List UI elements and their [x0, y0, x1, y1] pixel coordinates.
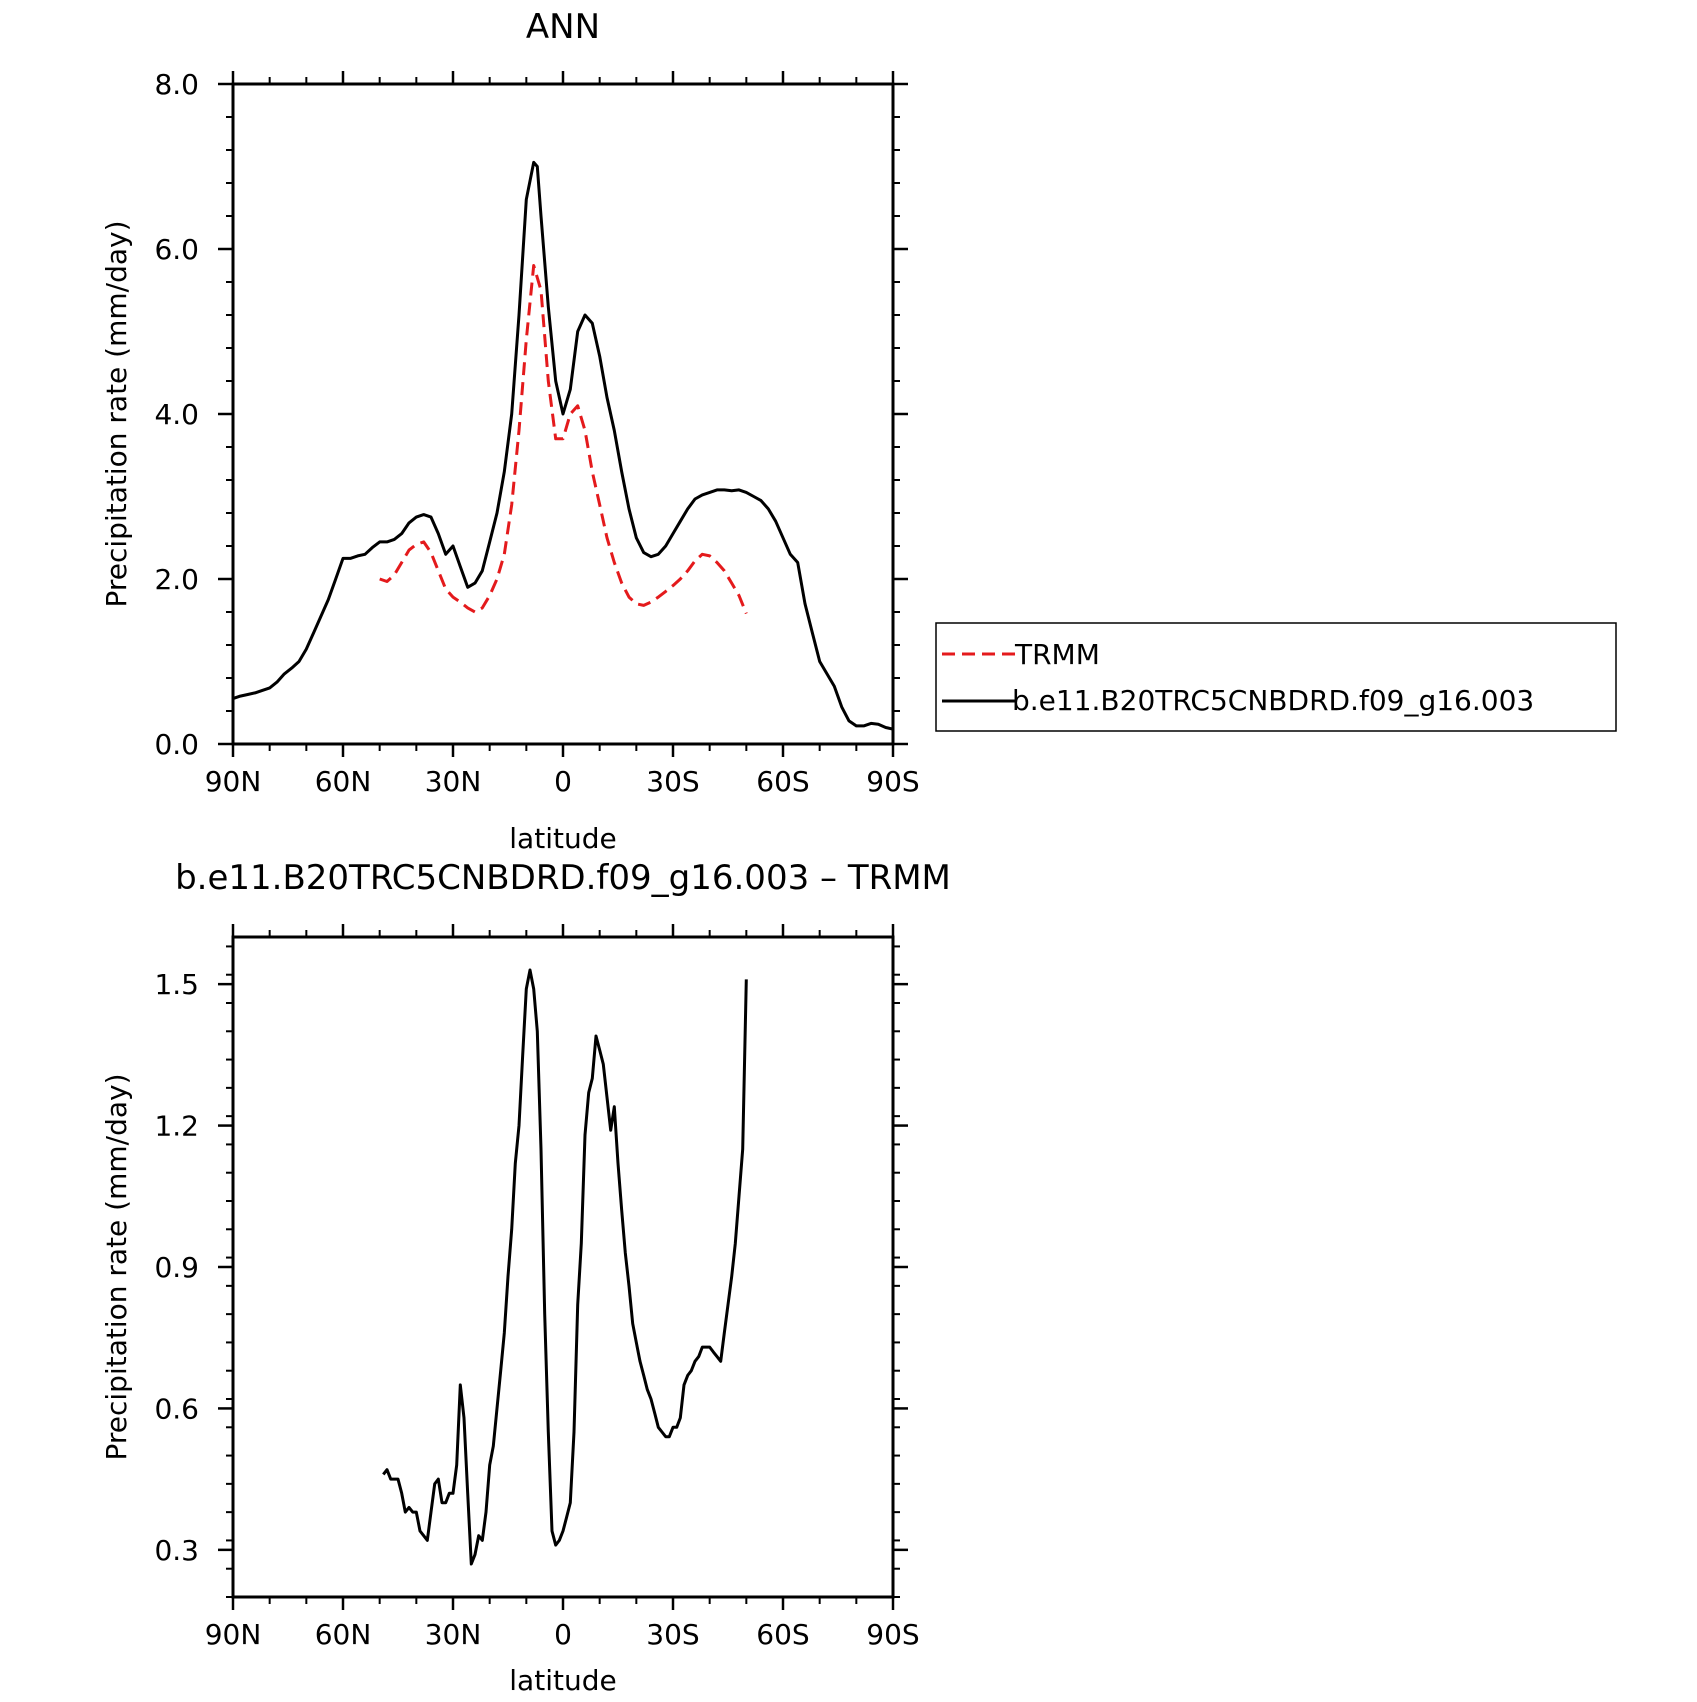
axis-ticks — [218, 924, 908, 1610]
y-axis-label: Precipitation rate (mm/day) — [100, 220, 133, 607]
x-tick-label: 0 — [554, 765, 572, 798]
legend-box — [935, 622, 1617, 732]
panel-bottom: b.e11.B20TRC5CNBDRD.f09_g16.003 – TRMM 9… — [100, 858, 951, 1697]
y-tick-label: 8.0 — [154, 68, 199, 101]
axis-ticks — [218, 71, 908, 757]
x-tick-label: 90S — [866, 1618, 919, 1651]
y-tick-labels: 0.3 0.6 0.9 1.2 1.5 — [154, 968, 199, 1567]
panel-top: ANN 90N 60N 30N 0 30S 60S 90S 0.02.04.06.08.0 … — [100, 7, 1617, 855]
y-tick-label: 0.3 — [154, 1534, 199, 1567]
x-tick-labels: 90N 60N 30N 0 30S 60S 90S — [205, 765, 920, 798]
x-tick-label: 30S — [646, 1618, 699, 1651]
y-tick-label: 6.0 — [154, 233, 199, 266]
y-tick-label: 2.0 — [154, 563, 199, 596]
series-line-difference — [382, 968, 748, 1566]
y-tick-label: 4.0 — [154, 398, 199, 431]
x-tick-label: 0 — [554, 1618, 572, 1651]
x-tick-label: 60S — [756, 1618, 809, 1651]
series-line-trmm — [379, 264, 748, 615]
x-tick-label: 90N — [205, 765, 262, 798]
x-tick-labels: 90N 60N 30N 0 30S 60S 90S — [205, 1618, 920, 1651]
x-tick-label: 30N — [425, 765, 482, 798]
legend-label-model: b.e11.B20TRC5CNBDRD.f09_g16.003 — [1012, 684, 1534, 717]
x-tick-label: 60N — [315, 1618, 372, 1651]
panel-title: ANN — [526, 7, 600, 47]
y-tick-labels: 0.0 2.0 4.0 6.0 8.0 — [154, 68, 199, 761]
y-tick-label: 0.6 — [154, 1392, 199, 1425]
series-lines — [382, 968, 748, 1566]
x-axis-label: latitude — [509, 822, 616, 855]
x-tick-label: 90N — [205, 1618, 262, 1651]
plot-frame — [231, 935, 895, 1599]
y-tick-label: 1.2 — [154, 1110, 199, 1143]
y-tick-label: 1.5 — [154, 968, 199, 1001]
x-tick-label: 90S — [866, 765, 919, 798]
x-tick-label: 30S — [646, 765, 699, 798]
x-tick-label: 30N — [425, 1618, 482, 1651]
y-tick-label: 0.0 — [154, 728, 199, 761]
x-axis-label: latitude — [509, 1664, 616, 1697]
legend: TRMM b.e11.B20TRC5CNBDRD.f09_g16.003 — [935, 622, 1617, 732]
series-lines — [232, 160, 894, 731]
x-tick-label: 60S — [756, 765, 809, 798]
y-axis-label: Precipitation rate (mm/day) — [100, 1073, 133, 1460]
y-tick-label: 0.9 — [154, 1251, 199, 1284]
x-tick-label: 60N — [315, 765, 372, 798]
panel-title: b.e11.B20TRC5CNBDRD.f09_g16.003 – TRMM — [175, 858, 951, 898]
series-line-model — [232, 160, 894, 731]
legend-label-trmm: TRMM — [1014, 638, 1100, 671]
